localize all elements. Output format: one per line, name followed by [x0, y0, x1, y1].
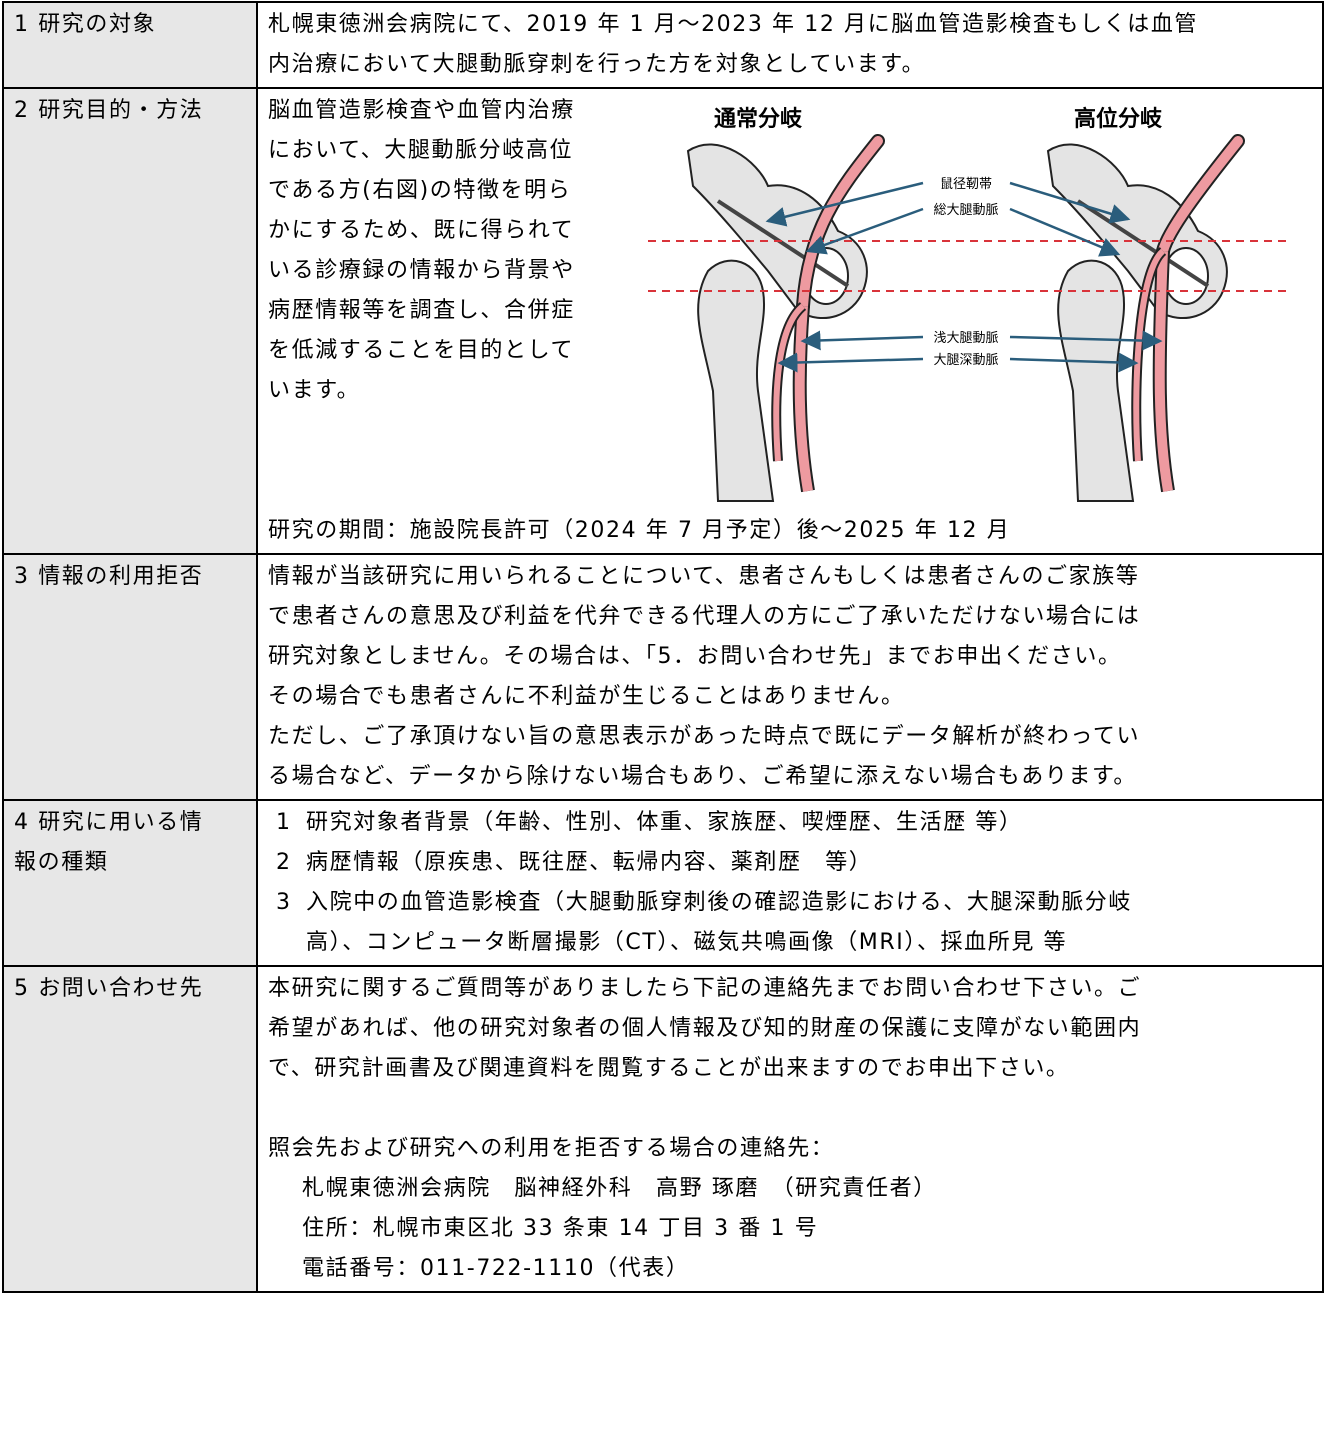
text-line: その場合でも患者さんに不利益が生じることはありません。	[268, 684, 905, 709]
pointer-arrow	[1009, 207, 1121, 257]
content-cell: 脳血管造影検査や血管内治療 において、大腿動脈分岐高位 である方(右図)の特徴を明ら…	[256, 87, 1324, 555]
text-line: である方(右図)の特徴を明ら	[268, 178, 572, 203]
obturator	[1163, 247, 1209, 305]
text-line: ただし、ご了承頂けない旨の意思表示があった時点で既にデータ解析が終わってい	[268, 724, 1141, 749]
label-cell: 1 研究の対象	[2, 1, 258, 89]
text-line: る場合など、データから除けない場合もあり、ご希望に添えない場合もあります。	[268, 764, 1138, 789]
text-line: 希望があれば、他の研究対象者の個人情報及び知的財産の保護に支障がない範囲内	[268, 1016, 1142, 1041]
figure-label: 総大腿動脈	[933, 203, 998, 218]
table-row: 4 研究に用いる情 報の種類 1 研究対象者背景（年齢、性別、体重、家族歴、喫煙歴、生…	[2, 799, 1324, 967]
text-line: 情報が当該研究に用いられることについて、患者さんもしくは患者さんのご家族等	[268, 564, 1140, 589]
text-line: 内治療において大腿動脈穿刺を行った方を対象としています。	[268, 52, 926, 77]
row-label: 4 研究に用いる情	[14, 810, 204, 835]
text-line: を低減することを目的として	[268, 338, 575, 363]
item-line: 入院中の血管造影検査（大腿動脈穿刺後の確認造影における、大腿深動脈分岐	[306, 890, 1133, 915]
content-cell: 本研究に関するご質問等がありましたら下記の連絡先までお問い合わせ下さい。ご 希望が…	[256, 965, 1324, 1293]
figure-label: 鼠径靭帯	[940, 177, 992, 192]
item-body: 病歴情報（原疾患、既往歴、転帰内容、薬剤歴 等）	[306, 843, 872, 883]
row-label: 報の種類	[14, 850, 109, 875]
table-row: 1 研究の対象 札幌東徳洲会病院にて、2019 年 1 月～2023 年 12 月…	[2, 1, 1324, 89]
pointer-arrow	[800, 330, 924, 351]
item-line: 研究対象者背景（年齢、性別、体重、家族歴、喫煙歴、生活歴 等）	[306, 810, 1023, 835]
content-cell: 札幌東徳洲会病院にて、2019 年 1 月～2023 年 12 月に脳血管造影検…	[256, 1, 1324, 89]
item-body: 入院中の血管造影検査（大腿動脈穿刺後の確認造影における、大腿深動脈分岐 高）、コン…	[306, 883, 1132, 963]
contact-line: 電話番号：011-722-1110（代表）	[302, 1256, 690, 1281]
pointer-arrow	[777, 352, 924, 373]
ligament	[716, 199, 850, 288]
figure-title: 高位分岐	[1074, 106, 1163, 132]
text-line: で、研究計画書及び関連資料を閲覧することが出来ますのでお申出下さい。	[268, 1056, 1070, 1081]
info-table: 1 研究の対象 札幌東徳洲会病院にて、2019 年 1 月～2023 年 12 月…	[2, 1, 1324, 1293]
pointer-arrow	[765, 181, 924, 227]
pointer-arrow	[1009, 181, 1131, 224]
pointer-arrow	[805, 207, 924, 255]
period-line: 研究の期間：施設院長許可（2024 年 7 月予定）後～2025 年 12 月	[268, 518, 1011, 543]
table-row: 5 お問い合わせ先 本研究に関するご質問等がありましたら下記の連絡先までお問い合わ…	[2, 965, 1324, 1293]
text-column: 脳血管造影検査や血管内治療 において、大腿動脈分岐高位 である方(右図)の特徴を明ら…	[268, 91, 648, 511]
figure-title: 通常分岐	[714, 106, 803, 132]
item-number: 1	[276, 810, 292, 835]
text-line: 研究対象としません。その場合は、「5．お問い合わせ先」までお申出ください。	[268, 644, 1122, 669]
row-label: 5 お問い合わせ先	[14, 976, 204, 1001]
text-line: 病歴情報等を調査し、合併症	[268, 298, 575, 323]
contact-line: 札幌東徳洲会病院 脳神経外科 高野 琢磨 （研究責任者）	[302, 1176, 937, 1201]
contact-heading: 照会先および研究への利用を拒否する場合の連絡先：	[268, 1136, 835, 1161]
list-item: 1 研究対象者背景（年齢、性別、体重、家族歴、喫煙歴、生活歴 等）	[268, 803, 1312, 843]
label-cell: 2 研究目的・方法	[2, 87, 258, 555]
figure-label: 浅大腿動脈	[933, 331, 998, 346]
femur	[1057, 259, 1135, 502]
text-line: います。	[268, 378, 361, 403]
text-line: 札幌東徳洲会病院にて、2019 年 1 月～2023 年 12 月に脳血管造影検…	[268, 12, 1199, 37]
table-row: 2 研究目的・方法 脳血管造影検査や血管内治療 において、大腿動脈分岐高位 である方(…	[2, 87, 1324, 555]
spacer	[268, 1089, 1312, 1129]
femur	[697, 259, 775, 502]
pointer-arrow	[1009, 330, 1163, 351]
list-item: 2 病歴情報（原疾患、既往歴、転帰内容、薬剤歴 等）	[268, 843, 1312, 883]
label-cell: 4 研究に用いる情 報の種類	[2, 799, 258, 967]
superficial-femoral-artery-fill	[1154, 250, 1173, 492]
row-label: 3 情報の利用拒否	[14, 564, 204, 589]
table-row: 3 情報の利用拒否 情報が当該研究に用いられることについて、患者さんもしくは患者さ…	[2, 553, 1324, 801]
common-femoral-artery-fill	[1158, 136, 1243, 256]
text-line: 脳血管造影検査や血管内治療	[268, 98, 575, 123]
content-cell: 1 研究対象者背景（年齢、性別、体重、家族歴、喫煙歴、生活歴 等） 2 病歴情報（原疾…	[256, 799, 1324, 967]
common-femoral-artery-fill	[798, 136, 883, 311]
list-item: 3 入院中の血管造影検査（大腿動脈穿刺後の確認造影における、大腿深動脈分岐 高）、コ…	[268, 883, 1312, 963]
text-line: において、大腿動脈分岐高位	[268, 138, 574, 163]
row-label: 2 研究目的・方法	[14, 98, 204, 123]
label-cell: 3 情報の利用拒否	[2, 553, 258, 801]
item-line: 病歴情報（原疾患、既往歴、転帰内容、薬剤歴 等）	[306, 850, 873, 875]
text-line: いる診療録の情報から背景や	[268, 258, 575, 283]
content-cell: 情報が当該研究に用いられることについて、患者さんもしくは患者さんのご家族等 で患者…	[256, 553, 1324, 801]
item-line: 高）、コンピュータ断層撮影（CT）、磁気共鳴画像（MRI）、採血所見 等	[306, 930, 1068, 955]
text-line: かにするため、既に得られて	[268, 218, 575, 243]
contact-line: 住所：札幌市東区北 33 条東 14 丁目 3 番 1 号	[302, 1216, 819, 1241]
deep-femoral-artery-fill	[1133, 248, 1166, 462]
hip-drawing	[1046, 134, 1245, 502]
item-number: 2	[276, 850, 292, 875]
ligament	[1076, 199, 1210, 288]
item-number: 3	[276, 890, 292, 915]
text-line: で患者さんの意思及び利益を代弁できる代理人の方にご了承いただけない場合には	[268, 604, 1141, 629]
hip-drawing	[686, 134, 885, 502]
label-cell: 5 お問い合わせ先	[2, 965, 258, 1293]
superficial-femoral-artery-fill	[794, 305, 813, 492]
figure-block: 脳血管造影検査や血管内治療 において、大腿動脈分岐高位 である方(右図)の特徴を明ら…	[268, 91, 1312, 511]
text-line: 本研究に関するご質問等がありましたら下記の連絡先までお問い合わせ下さい。ご	[268, 976, 1142, 1001]
pointer-arrow	[1009, 352, 1139, 373]
row-label: 1 研究の対象	[14, 12, 157, 37]
figure-label: 大腿深動脈	[933, 353, 998, 368]
item-body: 研究対象者背景（年齢、性別、体重、家族歴、喫煙歴、生活歴 等）	[306, 803, 1023, 843]
